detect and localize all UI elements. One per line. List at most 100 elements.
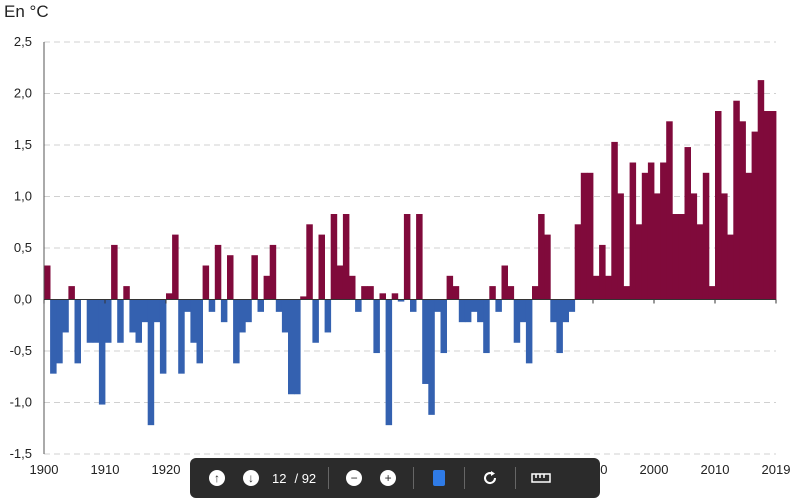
bar — [501, 265, 508, 300]
bar — [86, 299, 94, 343]
bar — [391, 293, 399, 300]
bar — [288, 299, 295, 395]
bar — [483, 299, 490, 354]
bar — [123, 286, 130, 300]
bar — [617, 193, 624, 300]
bar — [538, 214, 545, 300]
bar — [68, 286, 75, 300]
bar — [275, 299, 283, 312]
bar — [416, 214, 423, 300]
bar — [507, 286, 515, 300]
page-number-input[interactable]: 12 — [272, 470, 287, 486]
bar — [403, 214, 411, 300]
bar — [532, 286, 539, 300]
bar — [342, 214, 350, 300]
zoom-out-icon: − — [346, 470, 363, 486]
bar — [464, 299, 472, 323]
bar — [574, 224, 582, 300]
toolbar-divider — [328, 467, 330, 489]
bar — [654, 193, 661, 300]
bar — [458, 299, 466, 323]
bar — [647, 162, 655, 300]
bar — [300, 296, 307, 300]
zoom-out-button[interactable]: − — [343, 467, 365, 489]
x-tick-label: 2019 — [762, 462, 791, 477]
next-page-button[interactable]: ↓ — [240, 467, 262, 489]
bar — [739, 121, 746, 300]
y-tick-label: -1,0 — [10, 395, 32, 410]
bar — [56, 299, 63, 364]
zoom-in-button[interactable]: + — [377, 467, 399, 489]
y-tick-label: 1,5 — [14, 137, 32, 152]
x-tick-label: 2000 — [640, 462, 669, 477]
bar — [361, 286, 368, 300]
bar — [50, 299, 57, 374]
bar — [294, 299, 301, 395]
bar — [660, 162, 667, 300]
ruler-icon — [531, 473, 551, 483]
bar — [690, 193, 698, 300]
arrow-down-icon: ↓ — [243, 470, 259, 486]
bar — [318, 234, 325, 300]
bar — [440, 299, 447, 354]
bar — [428, 299, 435, 415]
y-tick-label: 1,0 — [14, 189, 32, 204]
unit-label: En °C — [4, 2, 49, 21]
bar — [471, 299, 478, 312]
bar — [251, 255, 258, 300]
bar — [166, 293, 173, 300]
bar — [220, 299, 228, 323]
axes — [43, 42, 777, 454]
anomaly-bar-chart: 2,5 2,0 1,5 1,0 0,5 0,0 -0,5 -1,0 -1,5 1900 1910 1… — [10, 34, 791, 477]
bar — [434, 299, 441, 312]
bar — [111, 244, 118, 300]
x-tick-label: 1920 — [152, 462, 181, 477]
bar — [708, 286, 716, 300]
bar — [281, 299, 289, 333]
bar — [568, 299, 576, 312]
y-tick-labels: 2,5 2,0 1,5 1,0 0,5 0,0 -0,5 -1,0 -1,5 — [10, 34, 32, 461]
bar — [623, 286, 630, 300]
bar — [702, 172, 710, 300]
fit-page-button[interactable] — [428, 467, 450, 489]
bar — [678, 214, 685, 300]
fit-page-icon — [433, 470, 446, 486]
bar — [214, 244, 222, 300]
bar — [696, 224, 704, 300]
rotate-button[interactable] — [479, 467, 501, 489]
bar — [227, 255, 234, 300]
bar — [495, 299, 502, 312]
bar — [586, 172, 594, 300]
arrow-up-icon: ↑ — [209, 470, 225, 486]
x-tick-label: 1900 — [30, 462, 59, 477]
ruler-button[interactable] — [530, 467, 552, 489]
bar — [153, 299, 161, 323]
x-tick-label: 2010 — [701, 462, 730, 477]
bar — [245, 299, 252, 323]
page-total: / 92 — [294, 470, 317, 486]
bar — [544, 234, 551, 300]
toolbar-divider — [464, 467, 466, 489]
y-tick-label: -0,5 — [10, 343, 32, 358]
prev-page-button[interactable]: ↑ — [206, 467, 228, 489]
bar — [257, 299, 264, 312]
bar — [641, 172, 649, 300]
toolbar-divider — [413, 467, 415, 489]
bar — [117, 299, 124, 343]
bar — [172, 234, 179, 300]
bar — [233, 299, 240, 364]
bar — [178, 299, 185, 374]
bar — [367, 286, 374, 300]
bar — [105, 299, 112, 343]
bar — [751, 131, 759, 300]
bar — [580, 172, 588, 300]
bar — [525, 299, 533, 364]
bar — [208, 299, 216, 312]
x-tick-labels: 1900191019201990200020102019 — [30, 462, 791, 477]
zoom-in-icon: + — [380, 470, 397, 486]
bar — [727, 234, 734, 300]
toolbar-divider — [515, 467, 517, 489]
bar — [190, 299, 197, 343]
bar — [635, 224, 643, 300]
x-tick-label: 1910 — [91, 462, 120, 477]
